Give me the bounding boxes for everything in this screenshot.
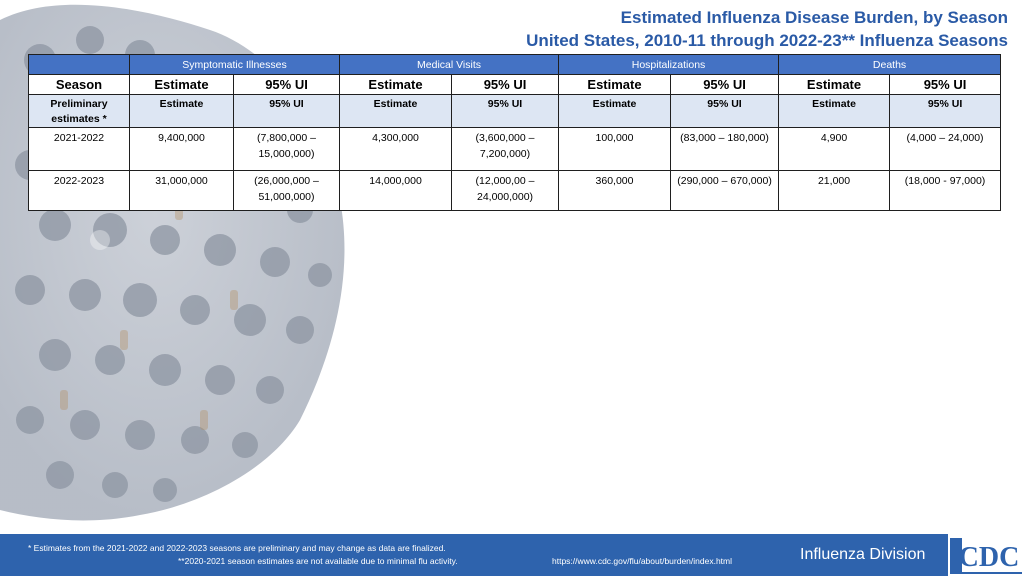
table-cell: 14,000,000 [339, 170, 453, 211]
group-header-hospitalizations: Hospitalizations [558, 54, 780, 75]
table-cell: (18,000 - 97,000) [889, 170, 1002, 211]
group-header-empty [28, 54, 130, 75]
subheader-cell: Estimate [558, 74, 672, 95]
table-row: 2021-2022 9,400,000 (7,800,000 – 15,000,… [28, 127, 1002, 171]
table-cell: (83,000 – 180,000) [670, 127, 780, 171]
subheader-cell: Season [28, 74, 130, 95]
subheader-cell: 95% UI [670, 74, 780, 95]
table-cell: Estimate [339, 94, 453, 128]
subheader-cell: Estimate [778, 74, 891, 95]
table-cell: (4,000 – 24,000) [889, 127, 1002, 171]
table-cell: 100,000 [558, 127, 672, 171]
subheader-row: Season Estimate 95% UI Estimate 95% UI E… [28, 74, 1002, 95]
table-cell: (26,000,000 – 51,000,000) [232, 170, 341, 211]
table-cell: 360,000 [558, 170, 672, 211]
title-line-2: United States, 2010-11 through 2022-23**… [526, 31, 1008, 50]
table-cell: 4,300,000 [339, 127, 453, 171]
table-cell: 31,000,000 [129, 170, 234, 211]
subheader-cell: Estimate [339, 74, 453, 95]
table-cell: Estimate [129, 94, 234, 128]
group-header-medical-visits: Medical Visits [339, 54, 560, 75]
table-cell: 2022-2023 [28, 170, 130, 211]
table-cell: (7,800,000 – 15,000,000) [232, 127, 341, 171]
table-cell: 95% UI [232, 94, 341, 128]
table-cell: (290,000 – 670,000) [670, 170, 780, 211]
table-cell: 2021-2022 [28, 127, 130, 171]
table-cell: Estimate [778, 94, 891, 128]
subheader-cell: Estimate [129, 74, 234, 95]
subheader-cell: 95% UI [232, 74, 341, 95]
table-cell: 95% UI [889, 94, 1002, 128]
footnote-2020-2021: **2020-2021 season estimates are not ava… [178, 556, 458, 566]
group-header-deaths: Deaths [778, 54, 1002, 75]
table-cell: Preliminary estimates * [28, 94, 130, 128]
title-line-1: Estimated Influenza Disease Burden, by S… [620, 8, 1008, 27]
slide-title: Estimated Influenza Disease Burden, by S… [526, 6, 1008, 52]
table-row: 2022-2023 31,000,000 (26,000,000 – 51,00… [28, 170, 1002, 211]
division-name: Influenza Division [800, 546, 926, 563]
table-cell: (12,000,00 – 24,000,000) [451, 170, 560, 211]
subheader-cell: 95% UI [889, 74, 1002, 95]
footer-bar: * Estimates from the 2021-2022 and 2022-… [0, 534, 1024, 576]
table-cell: 95% UI [451, 94, 560, 128]
cdc-logo: CDC [948, 534, 1024, 576]
source-url[interactable]: https://www.cdc.gov/flu/about/burden/ind… [552, 556, 733, 566]
preliminary-row: Preliminary estimates * Estimate 95% UI … [28, 94, 1002, 128]
group-header-row: Symptomatic Illnesses Medical Visits Hos… [28, 54, 1002, 75]
cdc-logo-text: CDC [959, 542, 1020, 573]
table-cell: (3,600,000 – 7,200,000) [451, 127, 560, 171]
table-cell: 9,400,000 [129, 127, 234, 171]
footnote-preliminary: * Estimates from the 2021-2022 and 2022-… [28, 543, 446, 553]
table-cell: 4,900 [778, 127, 891, 171]
table-cell: 21,000 [778, 170, 891, 211]
group-header-symptomatic: Symptomatic Illnesses [128, 54, 341, 75]
table-cell: Estimate [558, 94, 672, 128]
table-cell: 95% UI [670, 94, 780, 128]
subheader-cell: 95% UI [451, 74, 560, 95]
burden-table: Symptomatic Illnesses Medical Visits Hos… [28, 54, 1002, 211]
